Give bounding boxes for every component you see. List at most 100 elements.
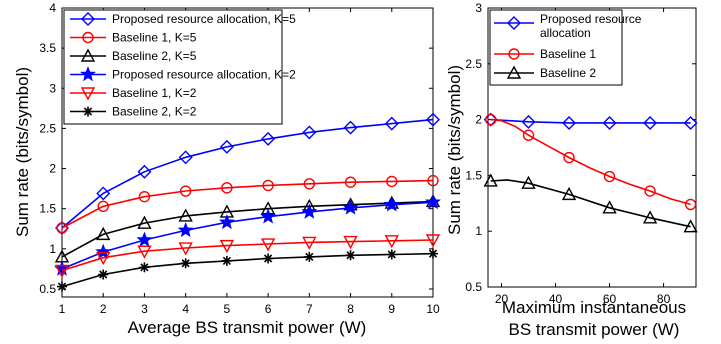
right-legend-label-1a: Proposed resource (540, 12, 642, 26)
right-legend-label-1b: allocation (540, 26, 591, 40)
left-x-tick-label: 7 (306, 302, 313, 316)
left-series-4-point (218, 213, 235, 230)
right-series-2-point (603, 170, 616, 183)
left-series-2-point (344, 176, 357, 188)
left-series-5-point (302, 236, 317, 250)
left-series-2-point (179, 185, 192, 197)
left-series-3-point (137, 215, 152, 229)
left-x-axis-label: Average BS transmit power (W) (128, 318, 367, 337)
left-series-2-point (221, 182, 233, 194)
right-legend: Proposed resource allocation Baseline 1 … (489, 9, 642, 86)
right-series-1-point (602, 115, 617, 130)
left-series-2-point (303, 178, 316, 190)
left-x-tick-label: 1 (59, 302, 66, 316)
right-y-tick-label: 0.5 (465, 280, 482, 294)
left-series-5-point (96, 251, 111, 266)
left-x-tick-label: 5 (224, 302, 231, 316)
left-series-6-point (386, 249, 397, 260)
left-legend-marker-2 (82, 31, 94, 44)
left-series-2-point (138, 190, 151, 203)
left-legend-label-4: Proposed resource allocation, K=2 (112, 68, 296, 82)
right-series-2-point (522, 129, 535, 141)
left-legend-marker-5 (80, 87, 96, 101)
right-series-3-point (683, 219, 698, 233)
left-x-tick-label: 10 (426, 302, 440, 316)
left-series-5-point (219, 239, 235, 254)
left-y-tick-label: 1 (49, 242, 56, 256)
left-series-3-point (96, 226, 111, 241)
left-x-tick-label: 4 (182, 302, 189, 316)
left-chart: 1 2 3 4 5 6 7 8 9 100.511.522.533.54 Average BS t… (13, 1, 441, 337)
left-series-line-4 (61, 201, 434, 270)
right-series-3-point (483, 173, 498, 187)
right-series-1-point (562, 115, 577, 130)
left-series-4-point (425, 193, 441, 210)
right-legend-marker-3 (506, 65, 522, 79)
left-series-5-point (343, 235, 358, 250)
right-y-tick-label: 3 (475, 1, 482, 15)
left-series-6-point (57, 281, 67, 292)
left-legend-marker-6 (83, 106, 93, 117)
left-series-6-point-stroke (140, 263, 149, 272)
right-y-tick-label: 2 (475, 113, 482, 127)
right-y-tick-label: 1.5 (465, 168, 482, 182)
right-series-2-point (485, 113, 497, 126)
left-series-4-point (136, 231, 153, 247)
left-series-1-point (261, 131, 276, 146)
left-series-1-point (96, 186, 111, 201)
left-series-2-point (97, 200, 109, 212)
left-series-5-point (384, 235, 399, 249)
left-series-1-point (426, 112, 440, 127)
right-series-line-2 (490, 118, 691, 206)
left-series-6-point (139, 262, 150, 273)
left-series-6-point-stroke (387, 250, 396, 259)
left-x-tick-label: 2 (100, 302, 107, 316)
left-series-4-point (342, 199, 359, 215)
right-series-1-point (683, 115, 698, 130)
left-series-6-point (263, 253, 274, 264)
left-series-5-point (54, 264, 70, 278)
left-series-line-3 (61, 200, 434, 258)
right-x-tick-label: 60 (603, 292, 617, 306)
left-legend-marker-3 (80, 48, 96, 62)
left-legend-label-1: Proposed resource allocation, K=5 (112, 12, 296, 26)
left-series-6-point-stroke (428, 249, 438, 258)
left-legend-marker-1 (81, 12, 95, 26)
left-series-6-point (221, 255, 232, 266)
left-series-6-point (345, 250, 356, 261)
left-series-4-point (301, 203, 318, 219)
left-series-6-point (304, 251, 315, 262)
left-series-5-point (137, 245, 152, 259)
left-series-6-point-stroke (222, 256, 231, 265)
left-series-2-point (56, 222, 68, 234)
left-x-tick-label: 3 (141, 302, 148, 316)
left-series-1-point (178, 150, 193, 165)
left-series-4-point (260, 208, 277, 224)
left-x-tick-label: 9 (388, 302, 395, 316)
right-series-3-point (602, 200, 617, 214)
left-series-line-6 (61, 252, 434, 288)
right-series-2-point (644, 185, 656, 197)
left-x-tick-label: 6 (265, 302, 272, 316)
left-legend-label-6: Baseline 2, K=2 (112, 105, 197, 119)
left-series-6-point (98, 269, 109, 280)
left-legend: Proposed resource allocation, K=5 Baseli… (63, 9, 296, 125)
right-legend-marker-2 (508, 48, 520, 60)
right-series-3-point (561, 186, 577, 201)
right-series-2-point (563, 151, 575, 164)
right-series-2-point (684, 198, 697, 211)
left-legend-label-3: Baseline 2, K=5 (112, 49, 197, 63)
left-series-1-point (384, 116, 399, 131)
left-series-1-point (302, 125, 317, 140)
right-x-axis-label-line2: BS transmit power (W) (509, 320, 680, 339)
left-legend-label-2: Baseline 1, K=5 (112, 31, 197, 45)
right-y-axis-label: Sum rate (bits/symbol) (445, 65, 464, 235)
right-x-tick-label: 80 (657, 292, 671, 306)
left-series-2-point (427, 174, 439, 187)
right-y-tick-label: 2.5 (465, 57, 482, 71)
left-y-tick-label: 2 (49, 162, 56, 176)
left-series-6-point-stroke (99, 270, 108, 279)
left-series-1-point (219, 139, 234, 154)
left-series-5-point (260, 238, 276, 252)
